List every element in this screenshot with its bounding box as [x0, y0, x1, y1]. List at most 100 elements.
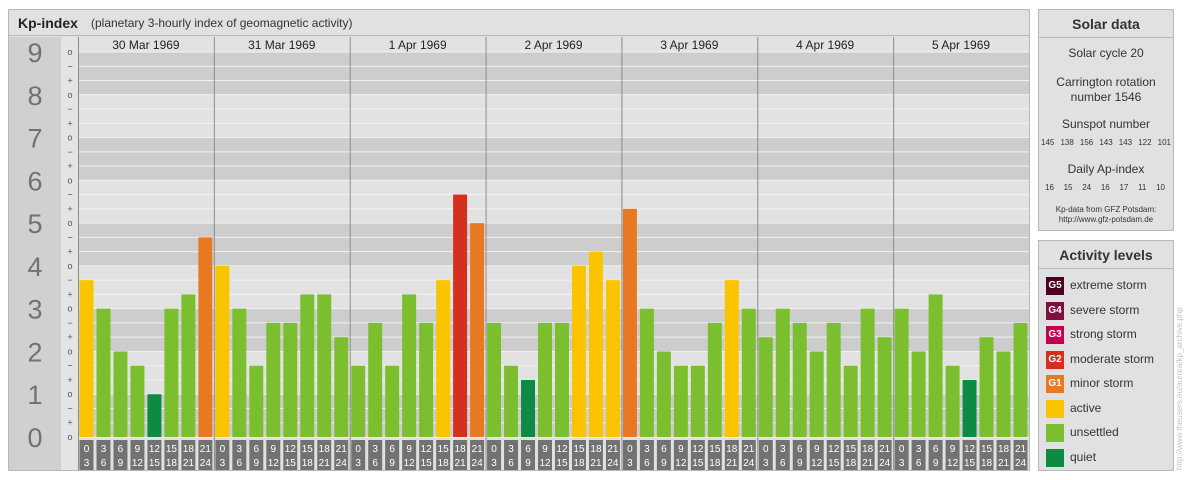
activity-swatch	[1046, 424, 1064, 442]
kp-band	[78, 180, 1029, 224]
interval-start-label: 3	[644, 444, 650, 455]
interval-end-label: 9	[254, 458, 260, 469]
kp-subaxis-label: +	[67, 247, 72, 257]
interval-end-label: 9	[118, 458, 124, 469]
activity-swatch: G5	[1046, 277, 1064, 295]
interval-end-label: 15	[149, 458, 161, 469]
day-label: 2 Apr 1969	[524, 38, 582, 52]
interval-end-label: 6	[372, 458, 378, 469]
kp-band	[78, 137, 1029, 181]
kp-bar	[521, 379, 536, 437]
interval-box	[79, 440, 94, 470]
interval-start-label: 0	[627, 444, 633, 455]
chart-title: Kp-index	[18, 15, 78, 31]
kp-bar	[164, 308, 179, 437]
interval-box	[147, 440, 162, 470]
interval-end-label: 12	[811, 458, 823, 469]
data-credit-link[interactable]: http://www.gfz-potsdam.de	[1058, 215, 1154, 224]
interval-end-label: 12	[947, 458, 959, 469]
solar-data-panel: Solar data Solar cycle 20 Carrington rot…	[1038, 9, 1174, 231]
interval-box	[555, 440, 569, 470]
kp-subaxis-label: o	[67, 90, 72, 100]
ap-value: 16	[1100, 183, 1110, 192]
interval-start-label: 18	[319, 444, 331, 455]
interval-box	[300, 440, 315, 470]
interval-end-label: 6	[644, 458, 650, 469]
kp-subaxis-label: o	[67, 175, 72, 185]
interval-end-label: 24	[879, 458, 891, 469]
interval-end-label: 3	[355, 458, 361, 469]
interval-start-label: 6	[254, 444, 260, 455]
kp-bar	[928, 294, 943, 437]
kp-axis-label: 0	[27, 423, 42, 453]
interval-end-label: 6	[237, 458, 243, 469]
kp-bar	[911, 351, 926, 437]
activity-level-item: G3 strong storm	[1046, 326, 1171, 351]
kp-axis-label: 9	[27, 38, 42, 68]
interval-box	[113, 440, 128, 470]
interval-box	[741, 440, 756, 470]
kp-bar	[639, 308, 654, 437]
kp-subaxis-label: +	[67, 118, 72, 128]
interval-start-label: 3	[237, 444, 243, 455]
interval-box	[571, 440, 586, 470]
activity-level-item: G5 extreme storm	[1046, 277, 1171, 302]
kp-bar	[656, 351, 671, 437]
ap-value: 15	[1063, 183, 1073, 192]
interval-start-label: 0	[355, 444, 361, 455]
kp-subaxis-label: o	[67, 346, 72, 356]
kp-axis-label: 1	[27, 380, 42, 410]
kp-subaxis-label: o	[67, 389, 72, 399]
kp-bar	[419, 322, 434, 437]
interval-start-label: 6	[933, 444, 939, 455]
activity-level-item: active	[1046, 399, 1171, 425]
kp-subaxis-label: o	[67, 261, 72, 271]
kp-bar	[351, 365, 366, 437]
kp-bar	[809, 351, 824, 437]
interval-end-label: 9	[797, 458, 803, 469]
sunspot-value: 145	[1041, 138, 1055, 147]
interval-box	[504, 440, 519, 470]
interval-box	[1013, 440, 1028, 470]
interval-start-label: 15	[166, 444, 178, 455]
kp-chart-panel: 0 1 2 3 4 5 6 7 8 9 o + − o + − o + − o + − o + − o + − o + − o + − o + − o 3…	[8, 9, 1030, 471]
interval-start-label: 12	[285, 444, 297, 455]
interval-start-label: 6	[118, 444, 124, 455]
kp-subaxis-label: −	[67, 190, 72, 200]
activity-label: active	[1070, 400, 1102, 415]
ap-value: 24	[1082, 183, 1092, 192]
interval-box	[521, 440, 536, 470]
sunspot-value: 122	[1138, 138, 1152, 147]
kp-axis-label: 4	[27, 252, 42, 282]
kp-bar	[707, 322, 722, 437]
sunspot-value: 101	[1157, 138, 1171, 147]
kp-axis-label: 8	[27, 81, 42, 111]
data-credit-line1: Kp-data from GFZ Potsdam:	[1055, 205, 1157, 214]
interval-box	[911, 440, 926, 470]
interval-start-label: 9	[135, 444, 141, 455]
interval-box	[130, 440, 145, 470]
kp-subaxis-label: −	[67, 147, 72, 157]
activity-legend: G5 extreme storm G4 severe storm G3 strong st…	[1046, 277, 1171, 473]
kp-subaxis-label: +	[67, 418, 72, 428]
day-header-strip	[78, 37, 1029, 52]
interval-box	[402, 440, 417, 470]
day-label: 4 Apr 1969	[796, 38, 854, 52]
kp-bar	[979, 337, 994, 437]
interval-box	[843, 440, 858, 470]
interval-end-label: 3	[84, 458, 90, 469]
interval-start-label: 18	[862, 444, 874, 455]
interval-start-label: 21	[607, 444, 619, 455]
kp-subaxis-label: −	[67, 318, 72, 328]
interval-end-label: 3	[899, 458, 905, 469]
activity-label: unsettled	[1070, 425, 1119, 439]
interval-box	[470, 440, 485, 470]
kp-bar	[996, 351, 1011, 437]
kp-axis-label: 2	[27, 337, 42, 367]
interval-start-label: 15	[981, 444, 993, 455]
sunspot-values: 145 138 156 143 143 122 101	[1041, 138, 1171, 147]
interval-box	[894, 440, 909, 470]
interval-box	[266, 440, 281, 470]
interval-start-label: 12	[149, 444, 161, 455]
interval-end-label: 18	[981, 458, 993, 469]
